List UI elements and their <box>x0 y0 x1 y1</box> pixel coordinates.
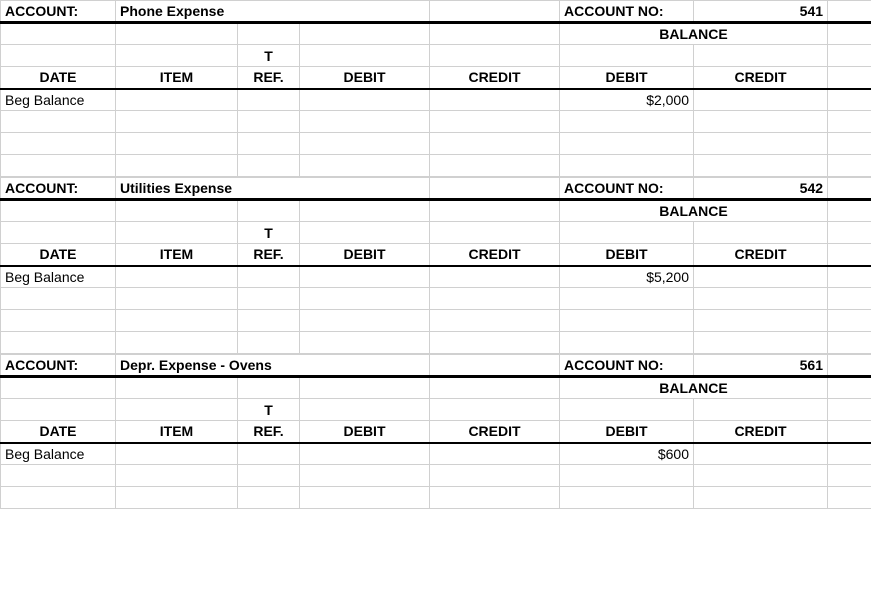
ledger-table: ACCOUNT:Depr. Expense - Ovens ACCOUNT NO:… <box>0 354 871 509</box>
ledger-table: ACCOUNT:Phone Expense ACCOUNT NO:541BALAN… <box>0 0 871 177</box>
cell-debit <box>300 89 430 111</box>
ledger: ACCOUNT:Depr. Expense - Ovens ACCOUNT NO:… <box>0 354 871 509</box>
account-no-label: ACCOUNT NO: <box>560 355 694 377</box>
col-item-header: ITEM <box>116 67 238 89</box>
col-date-header: DATE <box>1 244 116 266</box>
ledger-blank-row <box>1 133 871 155</box>
cell-bal-credit <box>694 266 828 288</box>
post-ref-top-row: T <box>1 222 871 244</box>
account-no: 541 <box>694 1 828 23</box>
account-label: ACCOUNT: <box>1 178 116 200</box>
col-bal-credit-header: CREDIT <box>694 67 828 89</box>
col-credit-header: CREDIT <box>430 244 560 266</box>
balance-header-row: BALANCE <box>1 200 871 222</box>
ledger-row: Beg Balance $2,000 <box>1 89 871 111</box>
col-bal-credit-header: CREDIT <box>694 244 828 266</box>
ledger-blank-row <box>1 465 871 487</box>
post-ref-top-row: T <box>1 399 871 421</box>
ledger-table: ACCOUNT:Utilities ExpenseACCOUNT NO:542B… <box>0 177 871 354</box>
cell-bal-debit: $600 <box>560 443 694 465</box>
balance-label: BALANCE <box>560 377 828 399</box>
ledger-blank-row <box>1 111 871 133</box>
cell-item <box>116 266 238 288</box>
col-debit-header: DEBIT <box>300 244 430 266</box>
cell-ref <box>238 266 300 288</box>
cell-ref <box>238 89 300 111</box>
account-no: 542 <box>694 178 828 200</box>
col-credit-header: CREDIT <box>430 421 560 443</box>
cell-debit <box>300 443 430 465</box>
cell-ref <box>238 443 300 465</box>
balance-label: BALANCE <box>560 200 828 222</box>
ledger-blank-row <box>1 155 871 177</box>
account-label: ACCOUNT: <box>1 1 116 23</box>
ledger-blank-row <box>1 288 871 310</box>
account-header-row: ACCOUNT:Phone Expense ACCOUNT NO:541 <box>1 1 871 23</box>
col-credit-header: CREDIT <box>430 67 560 89</box>
col-bal-debit-header: DEBIT <box>560 421 694 443</box>
cell-bal-debit: $2,000 <box>560 89 694 111</box>
cell-bal-credit <box>694 89 828 111</box>
post-ref-top: T <box>238 399 300 421</box>
account-no-label: ACCOUNT NO: <box>560 1 694 23</box>
col-bal-debit-header: DEBIT <box>560 244 694 266</box>
col-ref-header: REF. <box>238 244 300 266</box>
account-name: Phone Expense <box>116 1 430 23</box>
col-ref-header: REF. <box>238 67 300 89</box>
cell-credit <box>430 89 560 111</box>
post-ref-top: T <box>238 45 300 67</box>
account-no-label: ACCOUNT NO: <box>560 178 694 200</box>
col-debit-header: DEBIT <box>300 421 430 443</box>
account-label: ACCOUNT: <box>1 355 116 377</box>
ledger-blank-row <box>1 310 871 332</box>
balance-label: BALANCE <box>560 23 828 45</box>
column-header-row: DATEITEMREF.DEBITCREDITDEBITCREDIT <box>1 421 871 443</box>
post-ref-top: T <box>238 222 300 244</box>
cell-credit <box>430 443 560 465</box>
account-name: Utilities Expense <box>116 178 430 200</box>
cell-date: Beg Balance <box>1 89 116 111</box>
col-item-header: ITEM <box>116 421 238 443</box>
column-header-row: DATEITEMREF.DEBITCREDITDEBITCREDIT <box>1 67 871 89</box>
cell-debit <box>300 266 430 288</box>
account-name: Depr. Expense - Ovens <box>116 355 430 377</box>
ledger-blank-row <box>1 487 871 509</box>
col-bal-debit-header: DEBIT <box>560 67 694 89</box>
balance-header-row: BALANCE <box>1 23 871 45</box>
ledger-row: Beg Balance $5,200 <box>1 266 871 288</box>
cell-item <box>116 443 238 465</box>
cell-bal-debit: $5,200 <box>560 266 694 288</box>
ledger-blank-row <box>1 332 871 354</box>
ledger-sheet: ACCOUNT:Phone ExpenseACCOUNT NO:541BALAN… <box>0 0 871 509</box>
cell-date: Beg Balance <box>1 443 116 465</box>
col-date-header: DATE <box>1 67 116 89</box>
account-header-row: ACCOUNT:Depr. Expense - Ovens ACCOUNT NO:… <box>1 355 871 377</box>
cell-date: Beg Balance <box>1 266 116 288</box>
account-header-row: ACCOUNT:Utilities Expense ACCOUNT NO:542 <box>1 178 871 200</box>
post-ref-top-row: T <box>1 45 871 67</box>
balance-header-row: BALANCE <box>1 377 871 399</box>
ledger-row: Beg Balance $600 <box>1 443 871 465</box>
col-date-header: DATE <box>1 421 116 443</box>
col-bal-credit-header: CREDIT <box>694 421 828 443</box>
ledger: ACCOUNT:Utilities ExpenseACCOUNT NO:542B… <box>0 177 871 354</box>
cell-bal-credit <box>694 443 828 465</box>
account-no: 561 <box>694 355 828 377</box>
cell-item <box>116 89 238 111</box>
col-item-header: ITEM <box>116 244 238 266</box>
cell-credit <box>430 266 560 288</box>
column-header-row: DATEITEMREF.DEBITCREDITDEBITCREDIT <box>1 244 871 266</box>
ledger: ACCOUNT:Phone Expense ACCOUNT NO:541BALAN… <box>0 0 871 177</box>
ledgers-container: ACCOUNT:Phone ExpenseACCOUNT NO:541BALAN… <box>0 0 871 509</box>
col-debit-header: DEBIT <box>300 67 430 89</box>
col-ref-header: REF. <box>238 421 300 443</box>
